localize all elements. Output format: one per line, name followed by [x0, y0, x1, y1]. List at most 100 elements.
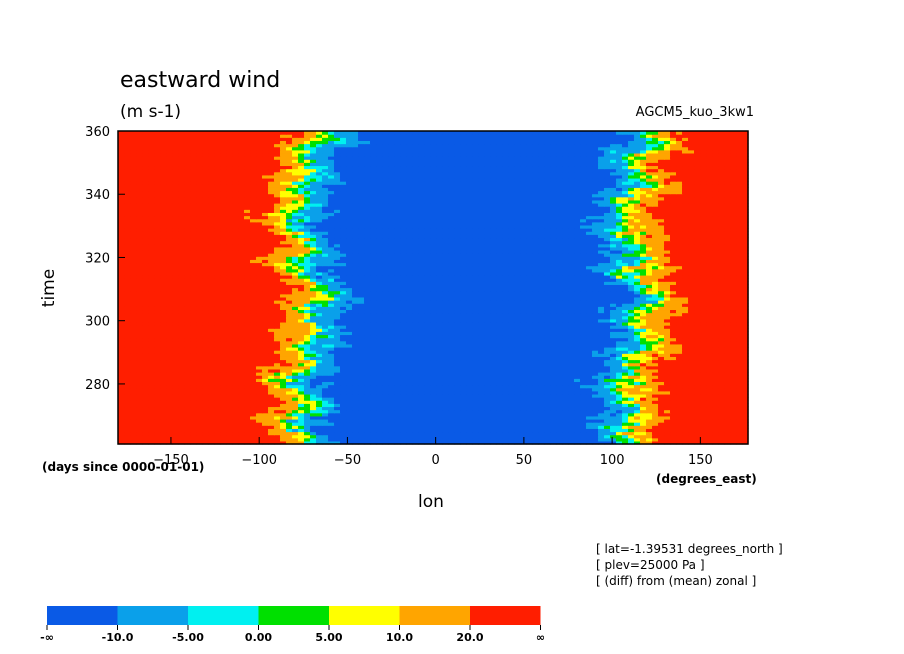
heatmap-cell: [118, 425, 125, 429]
heatmap-cell: [274, 331, 281, 336]
heatmap-cell: [610, 334, 617, 339]
heatmap-cell: [700, 343, 707, 348]
heatmap-cell: [358, 387, 365, 392]
heatmap-cell: [418, 346, 425, 351]
heatmap-cell: [646, 340, 653, 345]
heatmap-cell: [118, 315, 125, 320]
heatmap-cell: [334, 325, 341, 329]
heatmap-cell: [640, 328, 647, 332]
heatmap-cell: [604, 337, 611, 342]
heatmap-cell: [670, 428, 677, 433]
heatmap-cell: [694, 343, 701, 348]
heatmap-cell: [334, 312, 341, 317]
heatmap-cell: [286, 346, 293, 351]
heatmap-cell: [682, 309, 689, 314]
heatmap-cell: [286, 343, 293, 348]
heatmap-cell: [688, 440, 695, 445]
heatmap-cell: [346, 384, 353, 389]
heatmap-cell: [250, 422, 257, 426]
heatmap-cell: [154, 296, 161, 301]
heatmap-cell: [628, 412, 635, 417]
heatmap-cell: [376, 315, 383, 320]
heatmap-cell: [412, 346, 419, 351]
heatmap-cell: [400, 340, 407, 345]
heatmap-cell: [208, 328, 215, 332]
heatmap-cell: [484, 431, 491, 436]
heatmap-cell: [472, 409, 479, 414]
heatmap-cell: [616, 381, 623, 386]
heatmap-cell: [430, 365, 437, 370]
heatmap-cell: [388, 397, 395, 401]
heatmap-cell: [550, 387, 557, 392]
heatmap-cell: [616, 337, 623, 342]
heatmap-cell: [286, 331, 293, 336]
heatmap-cell: [214, 318, 221, 323]
heatmap-cell: [214, 296, 221, 301]
heatmap-cell: [730, 321, 737, 326]
heatmap-cell: [136, 346, 143, 351]
heatmap-cell: [724, 428, 731, 433]
heatmap-cell: [472, 334, 479, 339]
heatmap-cell: [712, 403, 719, 408]
heatmap-cell: [418, 368, 425, 373]
heatmap-cell: [196, 309, 203, 314]
heatmap-cell: [436, 318, 443, 323]
heatmap-cell: [250, 346, 257, 351]
heatmap-cell: [544, 300, 551, 304]
heatmap-cell: [556, 440, 563, 445]
heatmap-cell: [496, 331, 503, 336]
heatmap-cell: [130, 412, 137, 417]
heatmap-cell: [544, 425, 551, 429]
heatmap-cell: [544, 415, 551, 420]
heatmap-cell: [682, 378, 689, 382]
heatmap-cell: [358, 340, 365, 345]
heatmap-cell: [712, 384, 719, 389]
heatmap-cell: [628, 365, 635, 370]
heatmap-cell: [472, 372, 479, 376]
heatmap-cell: [520, 365, 527, 370]
heatmap-cell: [682, 428, 689, 433]
heatmap-cell: [322, 384, 329, 389]
heatmap-cell: [544, 318, 551, 323]
heatmap-cell: [646, 312, 653, 317]
heatmap-cell: [646, 334, 653, 339]
heatmap-cell: [340, 381, 347, 386]
heatmap-cell: [610, 356, 617, 361]
heatmap-cell: [466, 300, 473, 304]
heatmap-cell: [388, 328, 395, 332]
heatmap-cell: [736, 406, 743, 411]
heatmap-cell: [742, 346, 749, 351]
heatmap-cell: [310, 350, 317, 354]
heatmap-cell: [550, 437, 557, 442]
heatmap-cell: [694, 318, 701, 323]
heatmap-cell: [352, 393, 359, 398]
heatmap-cell: [652, 362, 659, 367]
heatmap-cell: [436, 397, 443, 401]
heatmap-cell: [130, 440, 137, 445]
heatmap-cell: [544, 431, 551, 436]
heatmap-cell: [124, 315, 131, 320]
heatmap-cell: [340, 431, 347, 436]
heatmap-cell: [196, 340, 203, 345]
heatmap-cell: [310, 422, 317, 426]
heatmap-cell: [376, 340, 383, 345]
heatmap-cell: [694, 422, 701, 426]
heatmap-cell: [250, 309, 257, 314]
heatmap-cell: [322, 440, 329, 445]
heatmap-cell: [226, 418, 233, 423]
heatmap-cell: [118, 378, 125, 382]
heatmap-cell: [478, 431, 485, 436]
heatmap-cell: [262, 318, 269, 323]
heatmap-cell: [598, 412, 605, 417]
heatmap-cell: [406, 309, 413, 314]
heatmap-cell: [400, 303, 407, 307]
heatmap-cell: [520, 381, 527, 386]
heatmap-cell: [562, 359, 569, 364]
heatmap-cell: [730, 428, 737, 433]
heatmap-cell: [148, 359, 155, 364]
heatmap-cell: [280, 437, 287, 442]
heatmap-cell: [724, 406, 731, 411]
heatmap-cell: [562, 325, 569, 329]
heatmap-cell: [352, 387, 359, 392]
heatmap-cell: [430, 434, 437, 439]
